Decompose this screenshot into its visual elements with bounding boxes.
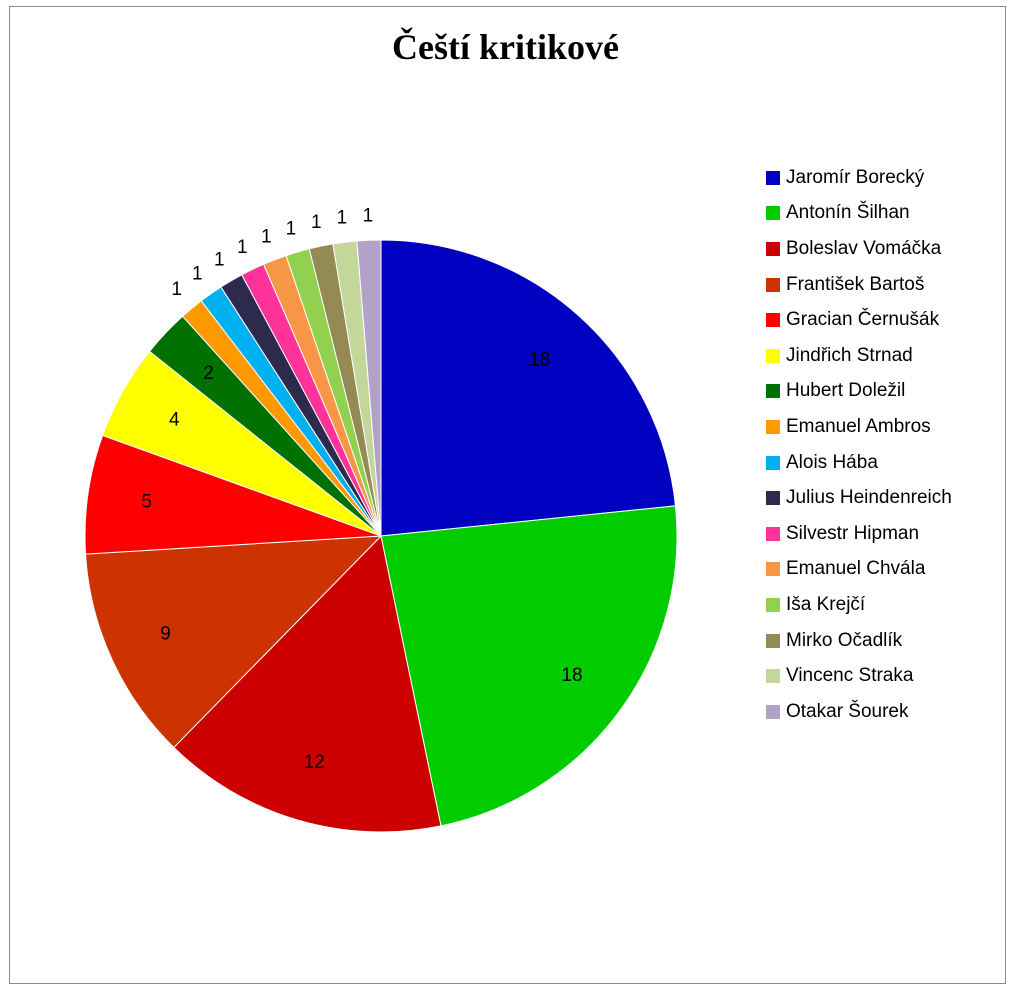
legend-label: Vincenc Straka xyxy=(786,665,914,687)
pie-slice xyxy=(84,434,382,555)
legend-item: Emanuel Chvála xyxy=(766,552,1006,588)
legend-label: Mirko Očadlík xyxy=(786,629,903,651)
slice-value-label: 18 xyxy=(561,665,582,686)
slice-value-label: 1 xyxy=(363,206,374,227)
slice-value-label: 1 xyxy=(311,212,322,233)
legend-swatch xyxy=(766,241,780,256)
legend-label: František Bartoš xyxy=(786,273,925,295)
slice-value-label: 2 xyxy=(203,363,214,384)
legend-item: Boleslav Vomáčka xyxy=(766,231,1006,267)
legend-item: Hubert Doležil xyxy=(766,374,1006,410)
legend-label: Alois Hába xyxy=(786,451,878,473)
slice-value-label: 1 xyxy=(237,237,248,258)
legend-label: Antonín Šilhan xyxy=(786,202,910,224)
legend-swatch xyxy=(766,491,780,506)
slice-value-label: 1 xyxy=(192,263,203,284)
legend-swatch xyxy=(766,455,780,470)
legend-label: Iša Krejčí xyxy=(786,593,866,615)
slice-value-label: 1 xyxy=(286,218,297,239)
legend-item: Gracian Černušák xyxy=(766,302,1006,338)
legend-swatch xyxy=(766,419,780,434)
slice-value-label: 1 xyxy=(261,227,272,248)
slice-value-label: 18 xyxy=(529,349,550,370)
legend-swatch xyxy=(766,633,780,648)
legend-item: Julius Heindenreich xyxy=(766,480,1006,516)
legend-item: František Bartoš xyxy=(766,267,1006,303)
pie-slice xyxy=(173,534,442,833)
legend-swatch xyxy=(766,313,780,328)
legend-item: Jindřich Strnad xyxy=(766,338,1006,374)
pie-slice xyxy=(380,505,678,827)
legend-label: Jindřich Strnad xyxy=(786,344,913,366)
legend-swatch xyxy=(766,384,780,399)
legend-item: Iša Krejčí xyxy=(766,587,1006,623)
legend-label: Gracian Černušák xyxy=(786,309,940,331)
legend-label: Emanuel Chvála xyxy=(786,558,926,580)
pie-slice xyxy=(85,535,383,749)
slice-value-label: 12 xyxy=(304,752,325,773)
legend-swatch xyxy=(766,206,780,221)
legend-item: Alois Hába xyxy=(766,445,1006,481)
legend-label: Boleslav Vomáčka xyxy=(786,237,942,259)
legend-item: Jaromír Borecký xyxy=(766,160,1006,196)
legend-swatch xyxy=(766,597,780,612)
legend-swatch xyxy=(766,562,780,577)
legend-label: Emanuel Ambros xyxy=(786,415,931,437)
legend-item: Emanuel Ambros xyxy=(766,409,1006,445)
legend-item: Otakar Šourek xyxy=(766,694,1006,730)
pie-slice xyxy=(356,239,382,537)
slice-value-label: 4 xyxy=(169,409,180,430)
legend-item: Mirko Očadlík xyxy=(766,623,1006,659)
slice-value-label: 9 xyxy=(160,623,171,644)
legend-label: Silvestr Hipman xyxy=(786,522,920,544)
slice-value-label: 1 xyxy=(171,279,182,300)
legend-label: Otakar Šourek xyxy=(786,700,909,722)
legend: Jaromír Borecký Antonín Šilhan Boleslav Vo… xyxy=(766,160,1006,730)
legend-swatch xyxy=(766,669,780,684)
slice-value-label: 1 xyxy=(214,249,225,270)
legend-swatch xyxy=(766,170,780,185)
slice-value-label: 1 xyxy=(337,208,348,229)
pie-slice xyxy=(380,239,677,537)
legend-label: Hubert Doležil xyxy=(786,380,906,402)
legend-swatch xyxy=(766,704,780,719)
legend-swatch xyxy=(766,277,780,292)
legend-item: Vincenc Straka xyxy=(766,658,1006,694)
legend-swatch xyxy=(766,526,780,541)
legend-swatch xyxy=(766,348,780,363)
legend-item: Antonín Šilhan xyxy=(766,196,1006,232)
legend-label: Jaromír Borecký xyxy=(786,166,925,188)
legend-label: Julius Heindenreich xyxy=(786,487,952,509)
chart-title: Čeští kritikové xyxy=(392,27,619,67)
slice-value-label: 5 xyxy=(141,491,152,512)
legend-item: Silvestr Hipman xyxy=(766,516,1006,552)
